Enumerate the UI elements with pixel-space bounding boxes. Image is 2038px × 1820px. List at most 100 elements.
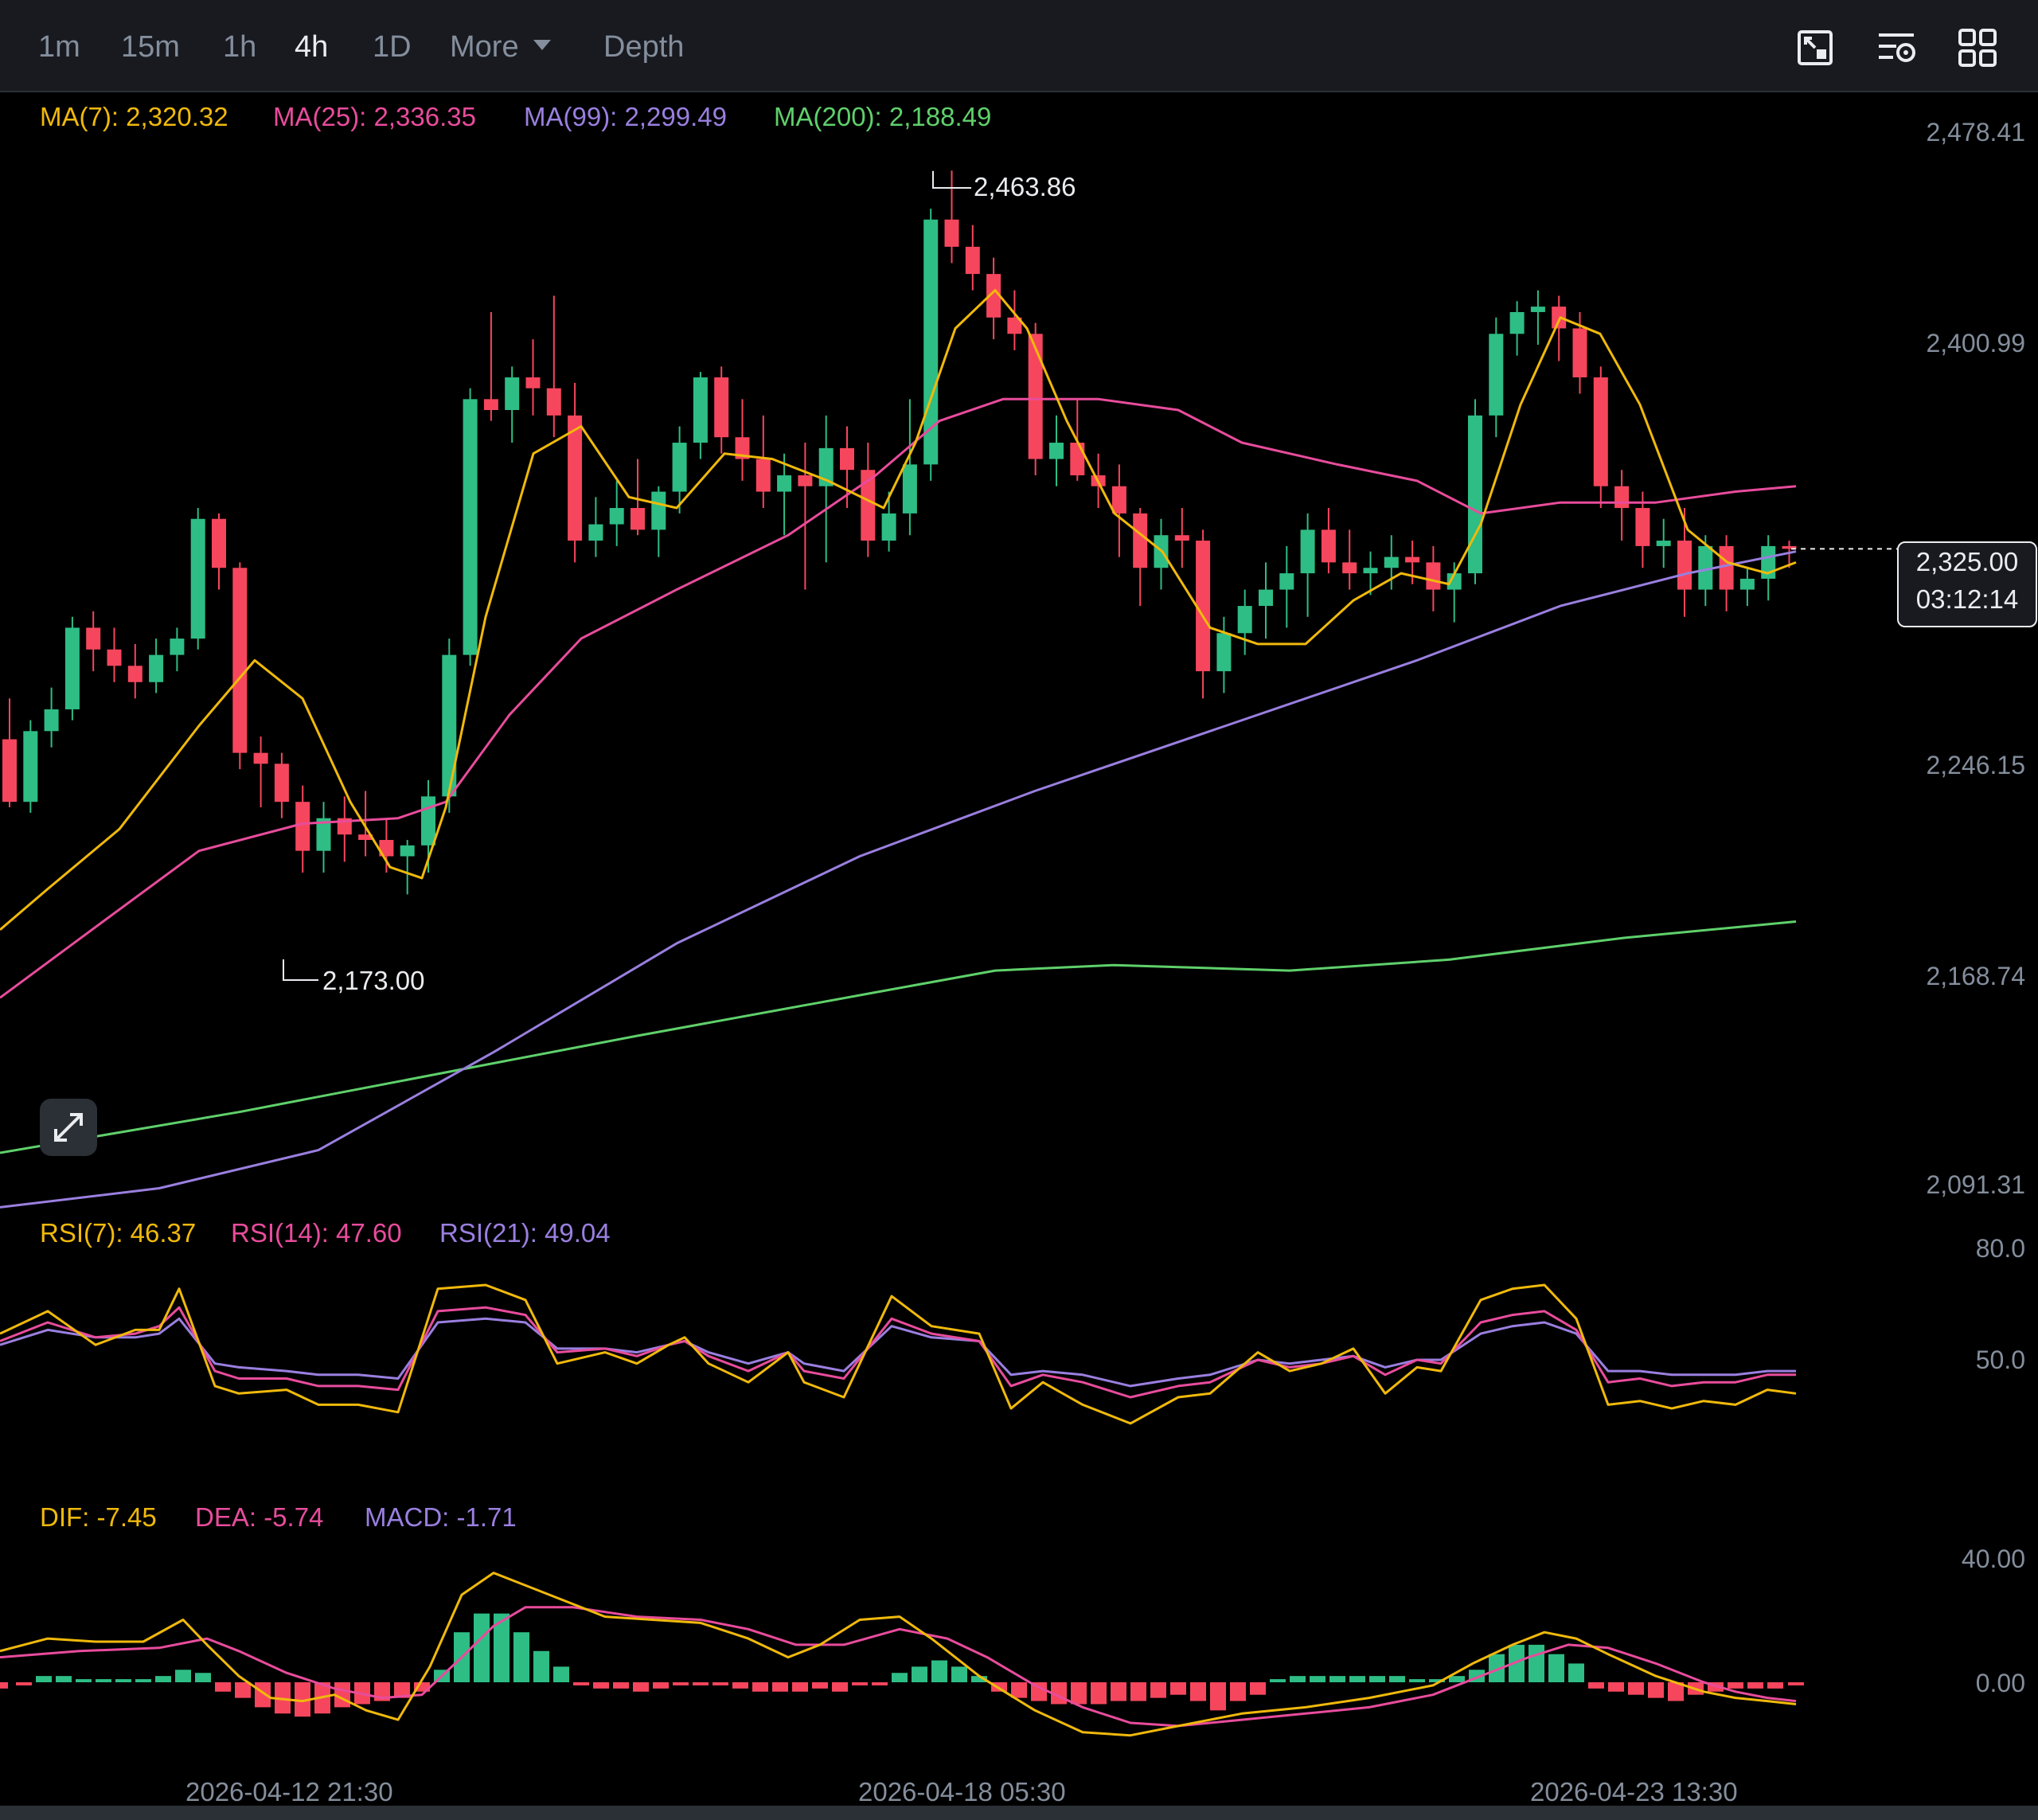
candle-body xyxy=(944,219,959,247)
depth-tab[interactable]: Depth xyxy=(603,30,685,64)
price-tick: 2,091.31 xyxy=(1926,1170,2025,1199)
candle-body xyxy=(358,834,373,841)
candle-body xyxy=(232,568,248,753)
macd-bar xyxy=(1369,1676,1385,1682)
candle-body xyxy=(107,649,122,666)
more-label: More xyxy=(450,30,519,64)
candle-body xyxy=(44,709,59,732)
candle-body xyxy=(190,518,205,639)
legend-dea: DEA: -5.74 xyxy=(195,1502,324,1532)
candle-body xyxy=(1635,508,1650,546)
price-tick: 2,478.41 xyxy=(1926,118,2025,146)
ma200-line xyxy=(0,920,1797,1154)
macd-bar xyxy=(394,1682,410,1698)
chart-type-icon[interactable] xyxy=(1794,27,1836,68)
timeframe-4h[interactable]: 4h xyxy=(295,30,329,64)
macd-bar xyxy=(732,1682,748,1689)
macd-bar xyxy=(1747,1682,1763,1689)
current-price-tag: 2,325.00 03:12:14 xyxy=(1897,541,2037,627)
macd-bar xyxy=(16,1682,32,1685)
timeframe-1m[interactable]: 1m xyxy=(38,30,80,64)
macd-bar xyxy=(494,1613,510,1682)
candle-body xyxy=(1739,578,1755,590)
macd-bar xyxy=(115,1679,131,1682)
macd-bar xyxy=(215,1682,231,1692)
macd-bar xyxy=(752,1682,768,1692)
macd-bar xyxy=(135,1679,151,1682)
candle-body xyxy=(818,447,834,486)
macd-bar xyxy=(872,1682,888,1685)
candle-body xyxy=(253,752,268,764)
macd-bar xyxy=(613,1682,629,1689)
macd-bar xyxy=(1250,1682,1266,1695)
candle-body xyxy=(1259,589,1273,607)
macd-bar xyxy=(852,1682,868,1685)
timeframe-15m[interactable]: 15m xyxy=(121,30,180,64)
macd-bar xyxy=(1329,1676,1345,1682)
price-tick: 2,400.99 xyxy=(1926,329,2025,357)
candle-body xyxy=(1196,541,1211,672)
price-tick: 2,246.15 xyxy=(1926,751,2025,779)
macd-bar xyxy=(0,1682,8,1689)
macd-bar xyxy=(1489,1654,1505,1682)
candle-body xyxy=(1237,606,1252,634)
dea-line xyxy=(0,1606,1797,1728)
candle-body xyxy=(1593,377,1608,486)
macd-bar xyxy=(1628,1682,1644,1695)
macd-bar xyxy=(812,1682,828,1689)
candle-body xyxy=(755,459,771,492)
macd-bar xyxy=(1170,1682,1186,1695)
timeframe-toolbar: 1m 15m 1h 4h 1D More Depth xyxy=(0,0,2038,92)
candle-body xyxy=(1614,486,1630,509)
macd-bar xyxy=(1210,1682,1226,1711)
candle-body xyxy=(714,377,729,438)
candle-body xyxy=(1552,307,1567,329)
macd-tick: 40.00 xyxy=(1961,1545,2025,1573)
macd-bar xyxy=(633,1682,649,1692)
rsi21-line xyxy=(0,1317,1796,1388)
candle-body xyxy=(986,274,1001,318)
rsi-tick: 50.0 xyxy=(1975,1345,2025,1374)
macd-bar xyxy=(1111,1682,1126,1701)
macd-bar xyxy=(1788,1682,1804,1685)
macd-bar xyxy=(1429,1679,1445,1682)
macd-bar xyxy=(1349,1676,1365,1682)
candle-body xyxy=(546,388,561,416)
candle-body xyxy=(379,840,394,857)
candle-body xyxy=(861,470,876,541)
candle-body xyxy=(1216,633,1232,672)
candle-body xyxy=(1426,562,1441,590)
candle-body xyxy=(442,654,457,797)
macd-bar xyxy=(951,1666,967,1682)
low-price-label: 2,173.00 xyxy=(322,966,425,995)
candle-body xyxy=(881,513,896,541)
candle-body xyxy=(965,246,980,275)
macd-bar xyxy=(56,1676,72,1682)
timeframe-1d[interactable]: 1D xyxy=(373,30,412,64)
candle-body xyxy=(1489,334,1504,416)
candle-body xyxy=(1342,562,1357,574)
layout-grid-icon[interactable] xyxy=(1957,27,1998,68)
candle-body xyxy=(505,377,520,411)
macd-bar xyxy=(513,1632,529,1682)
more-dropdown[interactable]: More xyxy=(450,30,552,64)
timeframe-1h[interactable]: 1h xyxy=(223,30,257,64)
candle-body xyxy=(525,377,541,389)
macd-bar xyxy=(892,1673,908,1682)
legend-rsi21: RSI(21): 49.04 xyxy=(439,1218,611,1248)
candle-body xyxy=(735,437,750,459)
caret-down-icon xyxy=(533,40,552,50)
indicator-settings-icon[interactable] xyxy=(1876,27,1917,68)
candle-body xyxy=(777,475,792,492)
candle-body xyxy=(798,475,813,486)
candle-body xyxy=(1719,545,1734,590)
macd-bar xyxy=(96,1679,111,1682)
candle-body xyxy=(170,639,185,655)
candle-body xyxy=(1656,541,1671,546)
candle-body xyxy=(1782,545,1797,549)
candle-body xyxy=(631,508,645,530)
macd-bar xyxy=(76,1679,92,1682)
candle-body xyxy=(274,764,289,803)
expand-chart-button[interactable] xyxy=(40,1099,97,1156)
